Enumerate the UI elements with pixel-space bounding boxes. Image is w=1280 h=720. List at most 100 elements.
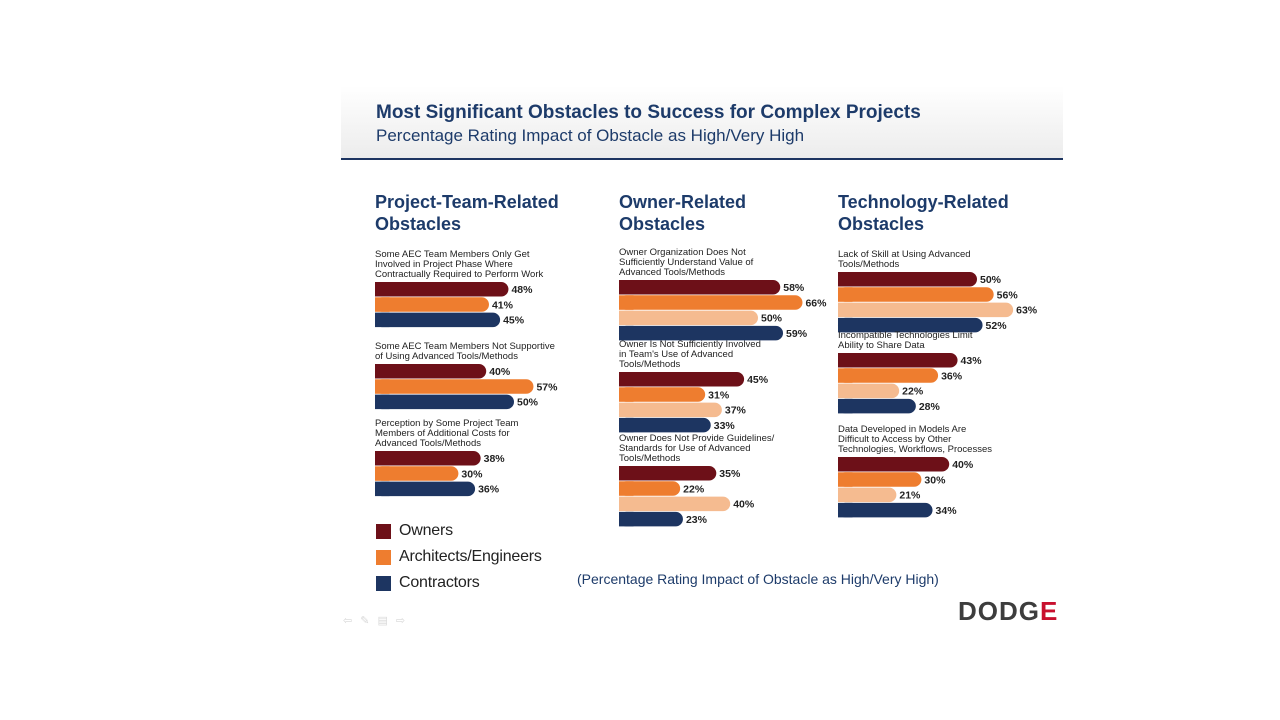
bar-3-3-3 [838, 487, 897, 503]
menu-icon[interactable]: ▤ [377, 615, 388, 627]
bar-value-3-2-4: 28% [919, 401, 941, 413]
bar-value-3-3-1: 40% [952, 459, 974, 471]
bar-base-1-1-1 [375, 282, 390, 297]
bar-3-1-4 [838, 317, 983, 333]
bar-2-1-4 [619, 325, 784, 341]
legend-swatch-contractors [376, 575, 391, 591]
legend-item-architects-engineers: Architects/Engineers [376, 544, 542, 570]
panel-title-1-line-2: Obstacles [375, 214, 461, 234]
slide-nav-controls: ⇦ ✎ ▤ ⇨ [343, 614, 405, 627]
bar-2-2-3 [619, 402, 722, 418]
bar-value-1-2-2: 57% [536, 381, 558, 393]
bar-base-1-1-3 [375, 312, 390, 328]
group-label-2-1-line-3: Advanced Tools/Methods [619, 267, 725, 278]
bar-base-3-2-4 [838, 398, 853, 414]
bar-2-3-3 [619, 496, 731, 512]
dodge-logo: DODGE [958, 596, 1058, 627]
legend-swatch-owners [376, 523, 391, 539]
bar-2-1-1 [619, 280, 781, 295]
pen-icon[interactable]: ✎ [360, 615, 370, 627]
group-label-3-2-line-2: Ability to Share Data [838, 340, 925, 351]
group-label-1-1-line-1: Some AEC Team Members Only Get [375, 249, 530, 260]
bar-value-2-1-3: 50% [761, 313, 783, 325]
bar-base-2-2-4 [619, 417, 634, 433]
panel-title-3-line-1: Technology-Related [838, 192, 1009, 212]
group-label-3-2-line-1: Incompatible Technologies Limit [838, 330, 973, 341]
group-label-2-3-line-1: Owner Does Not Provide Guidelines/ [619, 433, 775, 444]
group-label-2-3-line-3: Tools/Methods [619, 453, 681, 464]
group-label-3-3-line-1: Data Developed in Models Are [838, 424, 966, 435]
legend-item-contractors: Contractors [376, 570, 542, 596]
bar-2-3-4 [619, 511, 683, 527]
bar-base-2-3-3 [619, 496, 634, 512]
panel-title-3-line-2: Obstacles [838, 214, 924, 234]
bar-base-3-1-3 [838, 302, 853, 318]
bar-base-1-2-3 [375, 394, 390, 410]
bar-base-2-1-3 [619, 310, 634, 326]
slide-subtitle: Percentage Rating Impact of Obstacle as … [376, 126, 805, 145]
bar-value-2-2-2: 31% [708, 389, 730, 401]
bar-value-3-3-2: 30% [924, 474, 946, 486]
group-label-2-1-line-1: Owner Organization Does Not [619, 247, 746, 258]
bar-1-3-3 [375, 481, 476, 497]
logo-accent-letter: E [1040, 596, 1059, 626]
slide: Most Significant Obstacles to Success fo… [341, 86, 1063, 646]
group-label-2-1-line-2: Sufficiently Understand Value of [619, 257, 754, 268]
bar-3-3-2 [838, 472, 922, 487]
group-label-1-2-line-2: of Using Advanced Tools/Methods [375, 351, 518, 362]
prev-icon[interactable]: ⇦ [343, 615, 353, 627]
bar-value-2-2-3: 37% [725, 405, 747, 417]
bar-value-1-1-2: 41% [492, 299, 514, 311]
group-label-3-1-line-1: Lack of Skill at Using Advanced [838, 249, 971, 260]
bar-1-2-3 [375, 394, 514, 410]
bar-3-1-1 [838, 272, 977, 287]
group-label-3-3-line-3: Technologies, Workflows, Processes [838, 444, 992, 455]
bar-base-1-3-2 [375, 466, 390, 481]
bar-value-3-1-1: 50% [980, 274, 1002, 286]
bar-3-2-1 [838, 353, 958, 368]
bar-value-1-1-1: 48% [511, 284, 533, 296]
bar-3-1-3 [838, 302, 1014, 318]
bar-value-1-1-3: 45% [503, 315, 525, 327]
group-label-1-1-line-2: Involved in Project Phase Where [375, 259, 513, 270]
bar-value-3-2-2: 36% [941, 370, 963, 382]
legend-item-owners: Owners [376, 518, 542, 544]
bar-base-2-2-3 [619, 402, 634, 418]
bar-3-2-3 [838, 383, 900, 399]
bar-2-2-1 [619, 372, 745, 387]
bar-2-2-2 [619, 387, 706, 402]
group-label-2-2-line-2: in Team's Use of Advanced [619, 349, 733, 360]
bar-base-2-3-2 [619, 481, 634, 496]
bar-base-3-2-1 [838, 353, 853, 368]
bar-base-2-2-1 [619, 372, 634, 387]
bar-base-2-3-1 [619, 466, 634, 481]
bar-base-3-1-1 [838, 272, 853, 287]
bar-value-2-3-4: 23% [686, 514, 708, 526]
next-icon[interactable]: ⇨ [395, 615, 406, 627]
slide-header: Most Significant Obstacles to Success fo… [341, 86, 1063, 160]
bar-value-3-2-3: 22% [902, 386, 924, 398]
bar-value-1-3-3: 36% [478, 484, 500, 496]
bar-base-1-3-1 [375, 451, 390, 466]
legend-label-contractors: Contractors [399, 574, 480, 591]
bar-value-2-3-1: 35% [719, 468, 741, 480]
group-label-1-3-line-1: Perception by Some Project Team [375, 418, 519, 429]
bar-1-2-1 [375, 364, 487, 379]
bar-value-2-3-3: 40% [733, 499, 755, 511]
bar-value-2-2-1: 45% [747, 374, 769, 386]
panel-title-1-line-1: Project-Team-Related [375, 192, 559, 212]
bar-2-1-3 [619, 310, 758, 326]
panel-title-2-line-2: Obstacles [619, 214, 705, 234]
bar-value-2-1-1: 58% [783, 282, 805, 294]
bar-base-3-1-4 [838, 317, 853, 333]
logo-text: DODG [958, 596, 1040, 626]
bar-1-3-1 [375, 451, 481, 466]
bar-base-1-2-1 [375, 364, 390, 379]
bar-base-2-1-1 [619, 280, 634, 295]
bar-base-2-1-2 [619, 295, 634, 310]
bar-base-3-2-2 [838, 368, 853, 383]
bar-base-2-1-4 [619, 325, 634, 341]
bar-value-3-3-4: 34% [936, 505, 958, 517]
bar-base-3-3-1 [838, 457, 853, 472]
